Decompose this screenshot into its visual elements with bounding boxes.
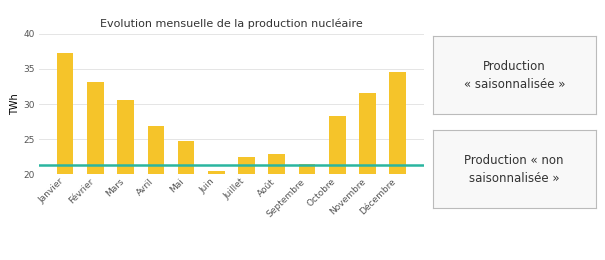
Bar <box>329 116 345 174</box>
Bar <box>148 126 164 174</box>
Bar <box>117 100 134 174</box>
Bar <box>87 82 103 174</box>
Text: Production
« saisonnalisée »: Production « saisonnalisée » <box>463 60 565 91</box>
Bar <box>178 140 194 174</box>
Bar <box>238 157 255 174</box>
Title: Evolution mensuelle de la production nucléaire: Evolution mensuelle de la production nuc… <box>100 18 363 29</box>
Bar <box>359 93 376 174</box>
Bar <box>57 53 73 174</box>
Bar <box>390 73 406 174</box>
Bar <box>299 164 315 174</box>
Y-axis label: TWh: TWh <box>10 93 20 115</box>
Text: Production « non
saisonnalisée »: Production « non saisonnalisée » <box>465 153 564 185</box>
Bar <box>208 171 224 174</box>
Bar <box>269 154 285 174</box>
